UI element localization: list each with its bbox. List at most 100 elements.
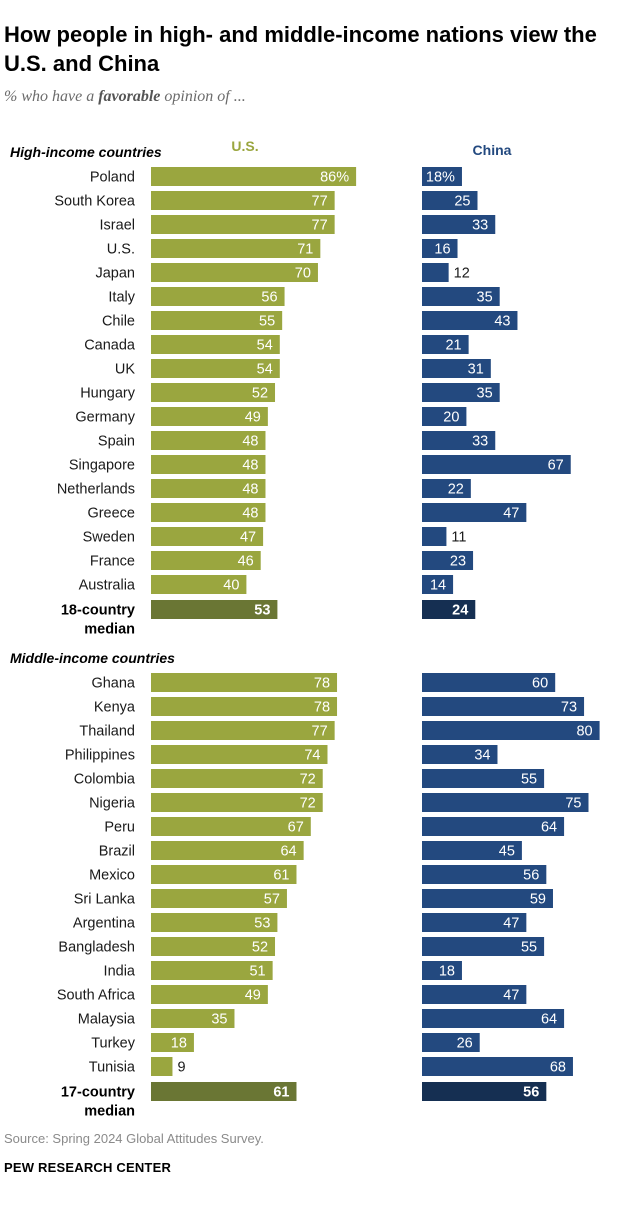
country-label: Ghana	[91, 676, 135, 692]
country-label: France	[90, 554, 135, 570]
china-bar	[422, 191, 478, 210]
china-bar	[422, 239, 458, 258]
us-value: 55	[259, 314, 275, 330]
china-bar	[422, 503, 527, 522]
china-bar	[422, 431, 496, 450]
us-bar	[151, 865, 297, 884]
group-heading: High-income countries	[10, 144, 162, 160]
china-median-bar	[422, 1082, 547, 1101]
china-bar	[422, 551, 474, 570]
china-value: 45	[499, 844, 515, 860]
us-value: 61	[273, 868, 289, 884]
us-bar	[151, 527, 264, 546]
china-value: 25	[454, 194, 470, 210]
us-value: 71	[297, 242, 313, 258]
china-bar	[422, 769, 545, 788]
us-value: 72	[300, 796, 316, 812]
us-value: 18	[171, 1036, 187, 1052]
us-value: 47	[240, 530, 256, 546]
china-value: 33	[472, 218, 488, 234]
country-label: South Africa	[57, 988, 136, 1004]
us-bar	[151, 407, 268, 426]
china-bar	[422, 335, 469, 354]
subtitle-suffix: opinion of ...	[160, 88, 246, 105]
us-bar	[151, 503, 266, 522]
china-bar	[422, 167, 462, 186]
country-label: South Korea	[54, 194, 136, 210]
country-label: Netherlands	[57, 482, 135, 498]
country-label: Malaysia	[78, 1012, 136, 1028]
china-value: 33	[472, 434, 488, 450]
us-value: 67	[288, 820, 304, 836]
china-value: 67	[548, 458, 564, 474]
us-bar	[151, 937, 276, 956]
us-bar	[151, 311, 283, 330]
china-median-value: 24	[452, 603, 468, 619]
us-value: 46	[238, 554, 254, 570]
china-bar	[422, 697, 585, 716]
country-label: UK	[115, 362, 135, 378]
china-value: 56	[523, 868, 539, 884]
country-label: Sri Lanka	[74, 892, 136, 908]
series-header-us: U.S.	[231, 138, 258, 154]
us-bar	[151, 191, 335, 210]
median-label-line1: 18-country	[61, 603, 135, 619]
china-value: 73	[561, 700, 577, 716]
china-value: 60	[532, 676, 548, 692]
us-bar	[151, 479, 266, 498]
country-label: Israel	[100, 218, 135, 234]
china-bar	[422, 407, 467, 426]
us-value: 51	[249, 964, 265, 980]
median-label-line2: median	[84, 622, 135, 638]
china-value: 12	[454, 266, 470, 282]
us-value: 52	[252, 940, 268, 956]
us-bar	[151, 1009, 235, 1028]
country-label: Peru	[104, 820, 135, 836]
median-label-line2: median	[84, 1104, 135, 1120]
us-value: 54	[257, 362, 273, 378]
china-bar	[422, 673, 556, 692]
country-label: Nigeria	[89, 796, 136, 812]
china-value: 47	[503, 988, 519, 1004]
china-value: 47	[503, 916, 519, 932]
country-label: Argentina	[73, 916, 136, 932]
china-value: 64	[541, 1012, 557, 1028]
country-label: U.S.	[107, 242, 135, 258]
china-median-value: 56	[523, 1085, 539, 1101]
us-bar	[151, 287, 285, 306]
country-label: Japan	[95, 266, 135, 282]
us-bar	[151, 575, 247, 594]
china-bar	[422, 1057, 573, 1076]
china-bar	[422, 455, 571, 474]
china-bar	[422, 913, 527, 932]
us-value: 77	[312, 724, 328, 740]
country-label: Spain	[98, 434, 135, 450]
china-value: 31	[468, 362, 484, 378]
china-value: 68	[550, 1060, 566, 1076]
china-bar	[422, 937, 545, 956]
us-bar	[151, 889, 287, 908]
us-bar	[151, 913, 278, 932]
us-bar	[151, 431, 266, 450]
country-label: India	[104, 964, 136, 980]
us-bar	[151, 673, 338, 692]
country-label: Tunisia	[89, 1060, 136, 1076]
china-value: 18%	[426, 170, 455, 186]
us-value: 72	[300, 772, 316, 788]
china-value: 43	[494, 314, 510, 330]
china-bar	[422, 215, 496, 234]
china-value: 35	[477, 386, 493, 402]
china-value: 80	[576, 724, 592, 740]
china-bar	[422, 575, 454, 594]
us-value: 48	[242, 434, 258, 450]
china-value: 11	[451, 530, 466, 546]
country-label: Bangladesh	[58, 940, 135, 956]
us-bar	[151, 961, 273, 980]
china-bar	[422, 865, 547, 884]
us-bar	[151, 335, 280, 354]
us-value: 48	[242, 458, 258, 474]
china-value: 16	[434, 242, 450, 258]
country-label: Brazil	[99, 844, 135, 860]
source-note: Source: Spring 2024 Global Attitudes Sur…	[4, 1131, 264, 1146]
